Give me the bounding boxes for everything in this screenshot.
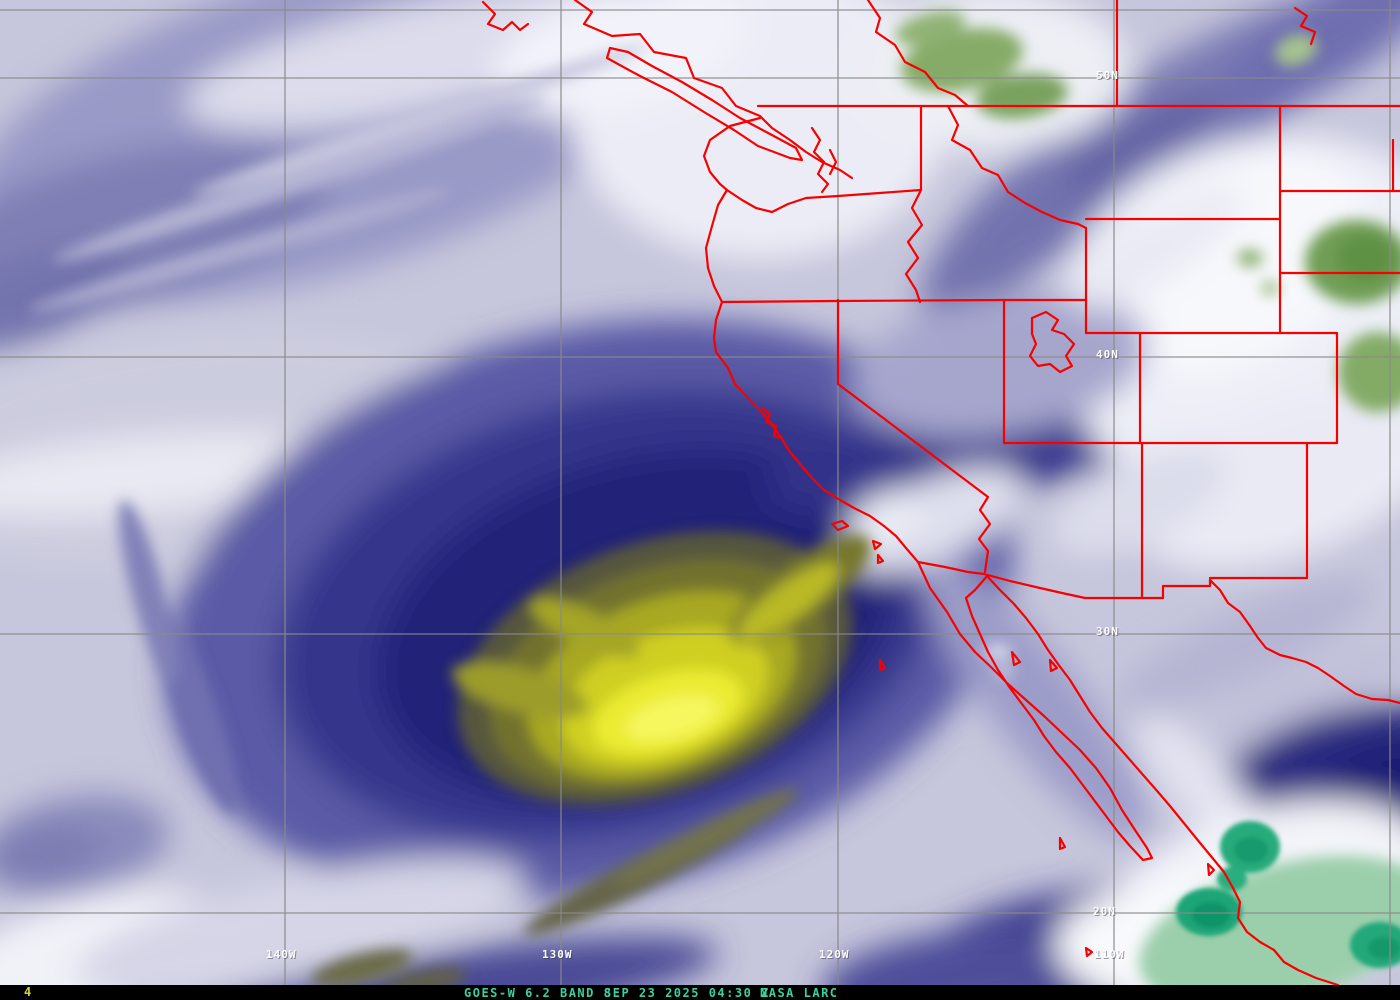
lat-label-30n: 30N: [1096, 625, 1119, 638]
caption-product: GOES-W 6.2 BAND 8: [464, 986, 613, 1000]
caption-bar: 4 GOES-W 6.2 BAND 8 SEP 23 2025 04:30 Z …: [0, 985, 1400, 1000]
map-borders: [481, 0, 1400, 985]
coastlines: [481, 0, 1340, 985]
mexico-border: [916, 560, 1400, 705]
dry-slot-yellow: [452, 531, 871, 805]
caption-credit: NASA LARC: [760, 986, 839, 1000]
lat-label-20n: 20N: [1093, 905, 1116, 918]
lon-label-110w: 110W: [1094, 948, 1125, 961]
convection-green-cells: [1176, 821, 1400, 968]
caption-datetime: SEP 23 2025 04:30 Z: [604, 986, 770, 1000]
frame-marker: 4: [24, 985, 32, 999]
lat-label-50n: 50N: [1096, 69, 1119, 82]
lon-label-120w: 120W: [819, 948, 850, 961]
lon-label-140w: 140W: [266, 948, 297, 961]
lon-label-130w: 130W: [542, 948, 573, 961]
state-borders: [720, 0, 1400, 599]
lat-label-40n: 40N: [1096, 348, 1119, 361]
